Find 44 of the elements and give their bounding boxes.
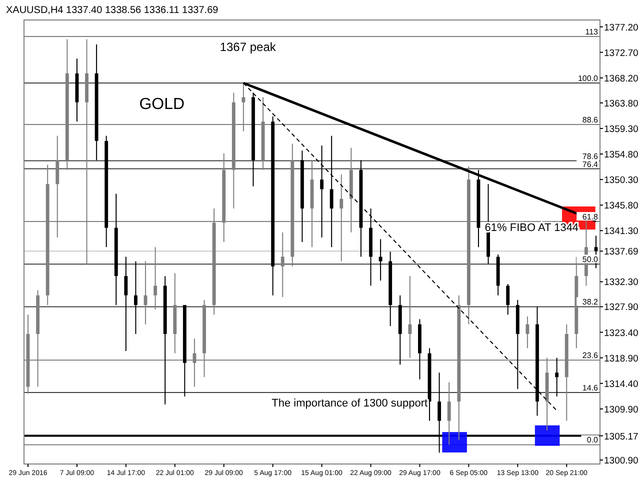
annotation: 1367 peak xyxy=(220,40,277,54)
annotation: 14.6 xyxy=(582,383,599,392)
y-tick-label: 1363.80 xyxy=(604,98,638,110)
y-tick-label: 1341.30 xyxy=(604,226,638,238)
annotation: 76.4 xyxy=(582,160,599,169)
y-tick-label: 1332.30 xyxy=(604,277,638,288)
annotation: GOLD xyxy=(139,96,185,113)
y-tick-label: 1354.80 xyxy=(604,149,638,160)
annotation: 23.6 xyxy=(582,351,599,360)
candlestick xyxy=(124,256,128,352)
candlestick xyxy=(154,246,158,310)
y-tick-label: 1323.40 xyxy=(604,328,638,339)
candlestick xyxy=(280,232,284,298)
candlestick xyxy=(134,260,138,334)
candlestick xyxy=(447,382,451,446)
annotation: The importance of 1300 support xyxy=(272,397,428,410)
y-tick-label: 1309.90 xyxy=(604,404,638,416)
y-tick-label: 1337.69 xyxy=(604,246,638,258)
chart-title: XAUUSD,H4 1337.40 1338.56 1336.11 1337.69 xyxy=(6,5,219,16)
annotation: 78.6 xyxy=(582,152,599,161)
y-tick-label: 1350.30 xyxy=(604,175,638,186)
annotation: 88.6 xyxy=(582,115,599,124)
y-tick-label: 1377.20 xyxy=(604,22,638,34)
y-tick-label: 1318.90 xyxy=(604,353,638,364)
annotation: 61.8 xyxy=(582,212,599,222)
y-tick-label: 1345.80 xyxy=(604,200,638,212)
candlestick xyxy=(330,135,334,248)
annotation: 50.0 xyxy=(582,255,599,264)
y-tick-label: 1368.20 xyxy=(604,73,638,84)
y-tick-label: 1300.90 xyxy=(604,456,638,467)
y-tick-label: 1305.17 xyxy=(604,431,638,442)
y-tick-label: 1359.30 xyxy=(604,124,638,135)
candlestick xyxy=(378,238,382,282)
candlestick xyxy=(526,316,530,349)
annotation: 0.0 xyxy=(586,436,599,445)
y-tick-label: 1314.40 xyxy=(604,378,638,390)
annotation: 38.2 xyxy=(582,298,599,307)
annotation: 100.0 xyxy=(578,74,599,84)
annotation: 113 xyxy=(585,27,599,36)
y-tick-label: 1327.90 xyxy=(604,302,638,314)
candlestick xyxy=(320,144,324,238)
candlestick xyxy=(555,357,559,397)
y-tick-label: 1372.70 xyxy=(604,48,638,59)
candlestick xyxy=(506,284,510,316)
